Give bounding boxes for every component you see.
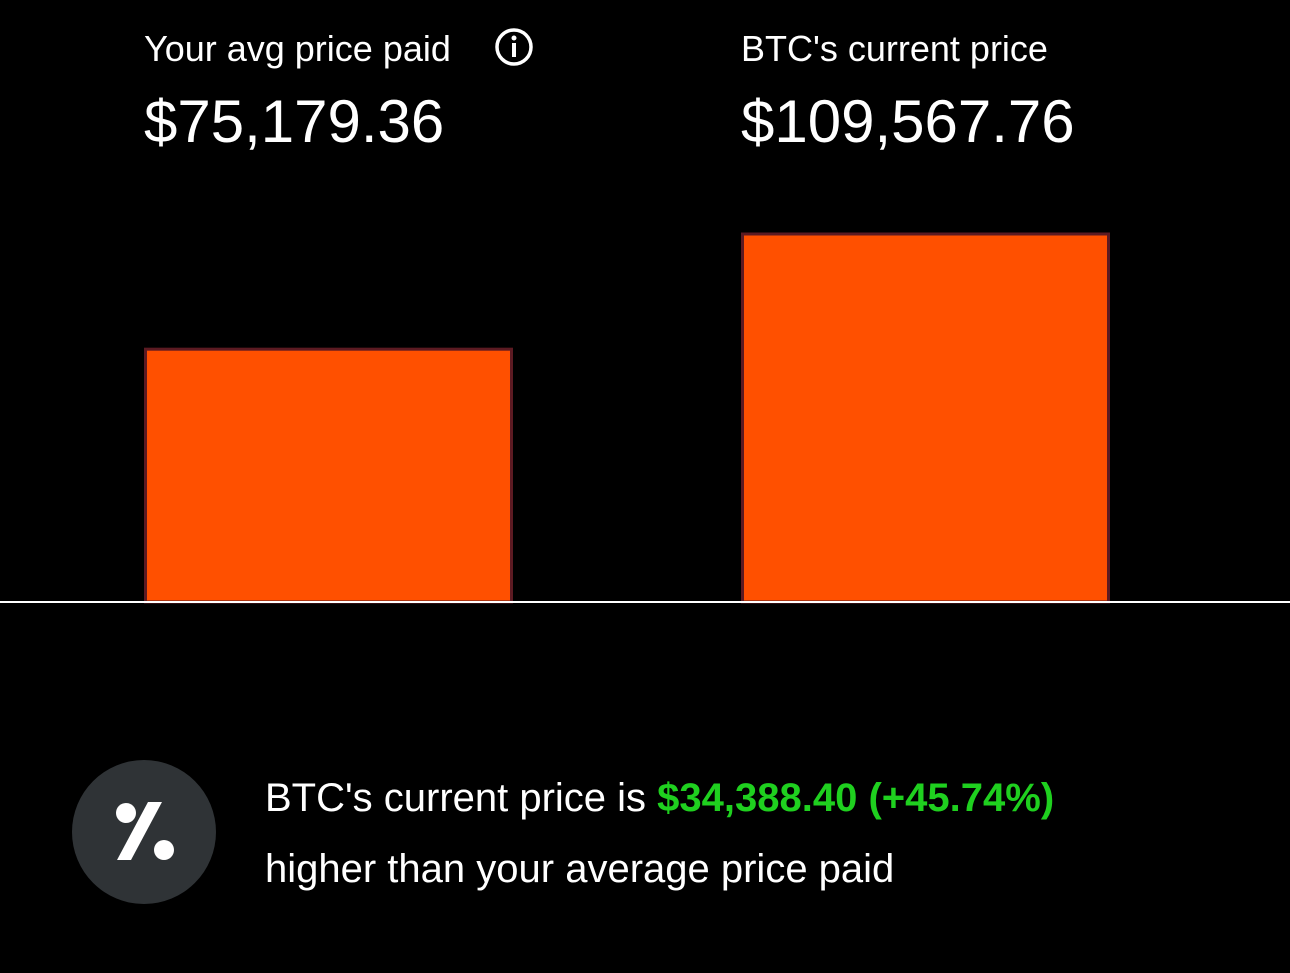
message-line-1: BTC's current price is $34,388.40 (+45.7… (265, 776, 1054, 820)
percent-icon-dot (116, 803, 136, 823)
message-text: BTC's current price is (265, 776, 657, 820)
bar (144, 347, 513, 604)
value-label: $75,179.36 (144, 88, 444, 155)
info-icon[interactable] (495, 28, 533, 66)
percent-icon-slash (117, 802, 162, 860)
message-highlight: $34,388.40 (+45.74%) (657, 776, 1054, 820)
message-line-2: higher than your average price paid (265, 847, 894, 891)
info-icon-stem (512, 43, 516, 57)
category-label: Your avg price paid (144, 28, 451, 69)
category-label: BTC's current price (741, 28, 1048, 69)
percent-icon-dot (154, 840, 174, 860)
bar-group: Your avg price paid $75,179.36 BTC's curre… (144, 28, 1110, 604)
value-label: $109,567.76 (741, 88, 1075, 155)
bar (741, 232, 1110, 604)
info-icon-ring (495, 28, 533, 66)
info-icon-dot (511, 35, 517, 41)
percent-icon (72, 760, 216, 904)
